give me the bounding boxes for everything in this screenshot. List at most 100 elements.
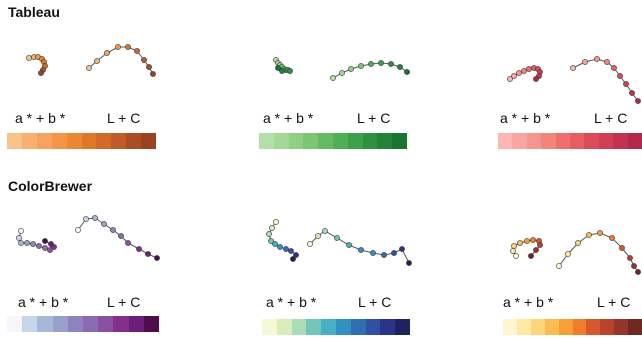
lc-curve-point: [556, 263, 562, 269]
lc-curve-point: [406, 260, 412, 266]
lc-curve-point: [391, 250, 397, 256]
ab-curve-point: [511, 73, 517, 79]
color-swatch: [572, 319, 587, 335]
lc-curve-line: [309, 230, 410, 264]
color-swatch: [51, 133, 67, 149]
color-ramp-tableau-red: [498, 133, 642, 149]
color-swatch: [526, 133, 542, 149]
lc-curve-point: [378, 60, 384, 66]
lc-curve-point: [125, 240, 131, 246]
lc-curve-point: [346, 242, 352, 248]
ab-curve-point: [507, 76, 513, 82]
lc-curve-point: [146, 64, 152, 70]
ab-curve-point: [47, 247, 53, 253]
color-swatch: [288, 133, 304, 149]
label-lc: L + C: [107, 110, 141, 126]
color-swatch: [111, 133, 127, 149]
color-swatch: [126, 133, 142, 149]
color-ramp-colorbrewer-purple: [7, 316, 160, 332]
lc-curve-point: [115, 44, 121, 50]
lc-curve-point: [104, 50, 110, 56]
color-swatch: [21, 133, 37, 149]
lc-curve-point: [83, 216, 89, 222]
color-swatch: [81, 133, 97, 149]
color-swatch: [365, 319, 381, 335]
ab-curve-point: [290, 256, 296, 262]
color-swatch: [627, 133, 642, 149]
lc-curve-point: [358, 247, 364, 253]
color-swatch: [516, 319, 531, 335]
lc-curve-point: [92, 215, 98, 221]
ab-curve-point: [288, 248, 294, 254]
lc-curve-point: [75, 227, 81, 233]
lc-curve-point: [623, 81, 629, 87]
ab-curve-point: [273, 219, 279, 225]
label-lc: L + C: [597, 294, 631, 310]
label-ab: a * + b *: [266, 294, 317, 310]
color-swatch: [613, 133, 628, 149]
ab-curve-point: [524, 238, 530, 244]
ab-curve-point: [510, 248, 516, 254]
lc-curve-point: [334, 235, 340, 241]
ab-curve-point: [517, 240, 523, 246]
color-swatch: [262, 319, 277, 335]
lc-curve-point: [110, 227, 116, 233]
color-swatch: [276, 319, 292, 335]
color-swatch: [113, 316, 129, 332]
ab-curve-point: [42, 238, 48, 244]
ab-curve-point: [283, 246, 289, 252]
color-swatch: [143, 316, 160, 332]
lc-curve-point: [94, 58, 100, 64]
lc-curve-point: [101, 221, 107, 227]
ab-curve-point: [511, 243, 517, 249]
color-swatch: [380, 319, 396, 335]
color-swatch: [541, 133, 556, 149]
color-ramp-colorbrewer-orange: [503, 319, 642, 335]
label-ab: a * + b *: [263, 110, 314, 126]
label-lc: L + C: [358, 294, 392, 310]
lc-curve-point: [617, 73, 623, 79]
section-title-tableau: Tableau: [8, 4, 60, 20]
lc-curve-point: [141, 57, 147, 63]
color-swatch: [291, 319, 307, 335]
lc-curve-point: [315, 233, 321, 239]
label-lc: L + C: [357, 110, 391, 126]
color-swatch: [570, 133, 585, 149]
color-swatch: [273, 133, 289, 149]
lc-curve-point: [125, 44, 131, 50]
ab-curve-point: [275, 65, 281, 71]
color-swatch: [558, 319, 573, 335]
ab-curve-point: [530, 237, 536, 243]
lc-curve-point: [348, 66, 354, 72]
lc-curve-point: [570, 65, 576, 71]
lc-curve-point: [154, 255, 160, 261]
ab-curve-point: [277, 244, 283, 250]
color-swatch: [67, 316, 84, 332]
color-swatch: [128, 316, 144, 332]
color-swatch: [544, 319, 559, 335]
ab-curve-point: [521, 68, 527, 74]
lc-curve-point: [145, 251, 151, 257]
ab-curve-point: [266, 231, 272, 237]
lc-curve-point: [604, 59, 610, 65]
lc-curve-point: [635, 98, 641, 104]
lc-curve-line: [77, 217, 158, 259]
lc-curve-point: [134, 48, 140, 54]
ab-curve-point: [269, 225, 275, 231]
color-swatch: [259, 133, 274, 149]
color-swatch: [584, 133, 599, 149]
ab-curve-point: [516, 70, 522, 76]
lc-curve-point: [370, 250, 376, 256]
lc-curve-point: [150, 71, 156, 77]
section-title-colorbrewer: ColorBrewer: [8, 178, 93, 194]
color-swatch: [598, 133, 614, 149]
label-ab: a * + b *: [500, 110, 551, 126]
color-ramp-colorbrewer-blue: [262, 319, 410, 335]
ab-curve-point: [36, 243, 42, 249]
color-swatch: [7, 133, 22, 149]
color-swatch: [83, 316, 99, 332]
lc-curve-point: [404, 69, 410, 75]
ab-curve-point: [528, 253, 534, 259]
color-swatch: [530, 319, 545, 335]
color-swatch: [395, 319, 410, 335]
